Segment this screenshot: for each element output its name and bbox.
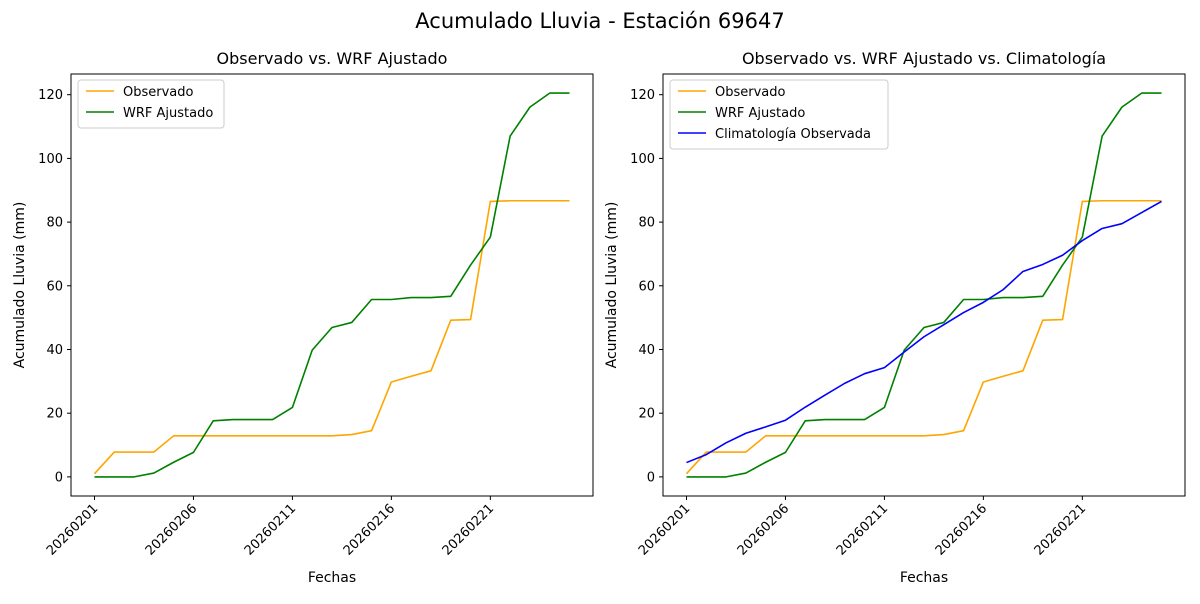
legend-box [669,79,889,150]
x-tick-label: 20260201 [44,501,101,558]
chart-title: Observado vs. WRF Ajustado vs. Climatolo… [742,49,1106,68]
legend-box [77,79,225,129]
chart-panel-1: Observado vs. WRF Ajustado 0 20 40 60 80 100 12… [12,49,594,586]
figure-title: Acumulado Lluvia - Estación 69647 [415,9,784,33]
y-tick-label: 80 [46,216,63,231]
x-tick-label: 20260216 [933,501,990,558]
x-tick-label: 20260211 [834,501,891,558]
legend-label: Observado [123,85,194,100]
y-tick-label: 40 [46,343,63,358]
plot-frame [70,73,594,497]
chart-panel-2: Observado vs. WRF Ajustado vs. Climatolo… [604,49,1186,586]
legend-label: Climatología Observada [715,127,871,142]
x-tick-label: 20260216 [341,501,398,558]
y-axis-label: Acumulado Lluvia (mm) [12,202,28,369]
y-tick-label: 20 [46,407,63,422]
legend-label: WRF Ajustado [123,106,213,121]
series-line-climatologia-observada [686,200,1162,464]
x-tick-label: 20260211 [242,501,299,558]
x-tick-label: 20260201 [636,501,693,558]
y-tick-label: 40 [638,343,655,358]
y-tick-label: 120 [630,88,655,103]
series-line-observado [685,199,1162,475]
y-tick-label: 100 [38,152,63,167]
chart-title: Observado vs. WRF Ajustado [217,49,448,68]
plot-frame [662,73,1186,497]
x-tick-label: 20260221 [440,501,497,558]
x-tick-label: 20260206 [735,501,792,558]
series-line-wrf-ajustado [94,92,570,478]
y-tick-label: 0 [647,470,655,485]
x-axis-label: Fechas [900,570,948,586]
y-tick-label: 80 [638,216,655,231]
y-tick-label: 120 [38,88,63,103]
series-line-wrf-ajustado [686,92,1162,478]
x-tick-label: 20260206 [143,501,200,558]
x-tick-label: 20260221 [1032,501,1089,558]
y-tick-label: 100 [630,152,655,167]
y-tick-label: 20 [638,407,655,422]
y-tick-label: 60 [46,279,63,294]
y-axis-label: Acumulado Lluvia (mm) [604,202,620,369]
legend-label: Observado [715,85,786,100]
y-tick-label: 60 [638,279,655,294]
legend-label: WRF Ajustado [715,106,805,121]
x-axis-label: Fechas [308,570,356,586]
series-line-observado [93,199,570,475]
y-tick-label: 0 [55,470,63,485]
